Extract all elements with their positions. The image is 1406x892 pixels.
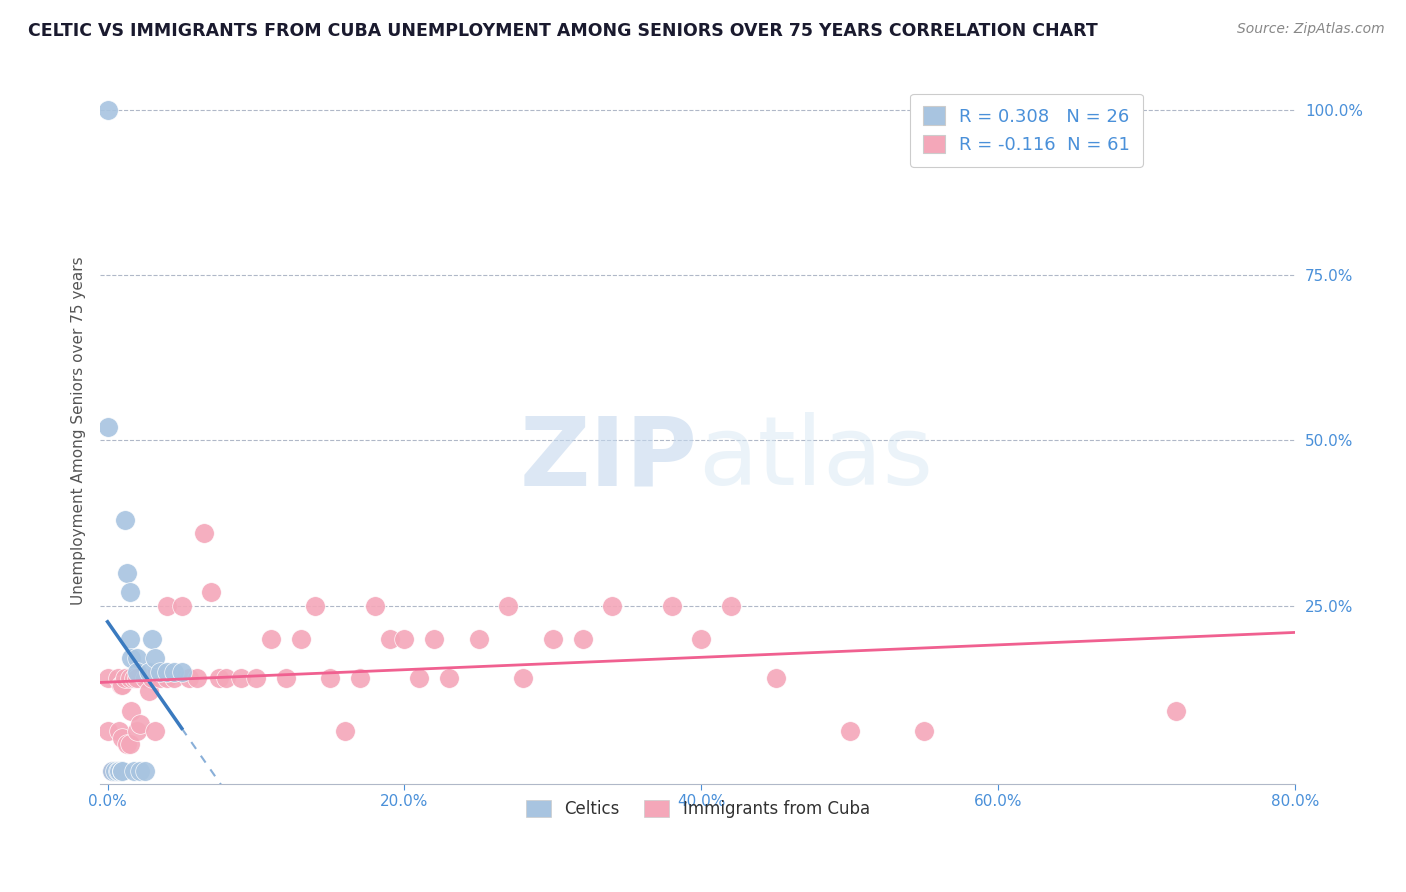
Point — [118, 585, 141, 599]
Point — [108, 723, 131, 738]
Point — [138, 665, 160, 679]
Text: atlas: atlas — [697, 412, 932, 506]
Point — [304, 599, 326, 613]
Point — [170, 665, 193, 679]
Point — [193, 525, 215, 540]
Point — [163, 665, 186, 679]
Text: ZIP: ZIP — [520, 412, 697, 506]
Point — [600, 599, 623, 613]
Point — [120, 651, 142, 665]
Point — [118, 671, 141, 685]
Point — [186, 671, 208, 685]
Point — [127, 671, 149, 685]
Point — [111, 678, 134, 692]
Point — [208, 671, 231, 685]
Point — [437, 671, 460, 685]
Point — [141, 632, 163, 646]
Point — [96, 671, 118, 685]
Point — [690, 632, 713, 646]
Point — [122, 671, 145, 685]
Point — [107, 671, 129, 685]
Point — [96, 420, 118, 434]
Point — [260, 632, 283, 646]
Point — [111, 764, 134, 778]
Point — [274, 671, 297, 685]
Point — [163, 671, 186, 685]
Point — [110, 678, 132, 692]
Point — [394, 632, 416, 646]
Point — [661, 599, 683, 613]
Point — [115, 566, 138, 580]
Point — [200, 585, 222, 599]
Y-axis label: Unemployment Among Seniors over 75 years: Unemployment Among Seniors over 75 years — [72, 256, 86, 605]
Point — [215, 671, 238, 685]
Point — [111, 764, 134, 778]
Point — [364, 599, 387, 613]
Point — [170, 599, 193, 613]
Point — [467, 632, 489, 646]
Point — [127, 665, 149, 679]
Point — [156, 671, 179, 685]
Point — [571, 632, 593, 646]
Point — [111, 731, 134, 745]
Point — [378, 632, 401, 646]
Point — [512, 671, 534, 685]
Point — [349, 671, 371, 685]
Point — [96, 103, 118, 118]
Point — [838, 723, 860, 738]
Point — [231, 671, 253, 685]
Point — [912, 723, 935, 738]
Point — [423, 632, 446, 646]
Point — [114, 671, 136, 685]
Point — [118, 737, 141, 751]
Point — [111, 764, 134, 778]
Point — [134, 764, 156, 778]
Point — [143, 723, 166, 738]
Point — [138, 684, 160, 698]
Text: Source: ZipAtlas.com: Source: ZipAtlas.com — [1237, 22, 1385, 37]
Point — [108, 764, 131, 778]
Point — [1166, 704, 1188, 718]
Point — [408, 671, 430, 685]
Point — [118, 632, 141, 646]
Point — [541, 632, 564, 646]
Point — [179, 671, 201, 685]
Point — [107, 764, 129, 778]
Point — [148, 671, 170, 685]
Point — [245, 671, 267, 685]
Point — [720, 599, 742, 613]
Point — [141, 671, 163, 685]
Point — [156, 599, 179, 613]
Point — [101, 764, 124, 778]
Point — [115, 737, 138, 751]
Point — [143, 651, 166, 665]
Point — [127, 651, 149, 665]
Point — [127, 723, 149, 738]
Point — [319, 671, 342, 685]
Point — [114, 513, 136, 527]
Point — [120, 704, 142, 718]
Point — [129, 717, 152, 731]
Point — [96, 723, 118, 738]
Point — [134, 671, 156, 685]
Legend: Celtics, Immigrants from Cuba: Celtics, Immigrants from Cuba — [519, 793, 876, 825]
Point — [129, 764, 152, 778]
Point — [290, 632, 312, 646]
Point — [104, 764, 127, 778]
Point — [498, 599, 520, 613]
Text: CELTIC VS IMMIGRANTS FROM CUBA UNEMPLOYMENT AMONG SENIORS OVER 75 YEARS CORRELAT: CELTIC VS IMMIGRANTS FROM CUBA UNEMPLOYM… — [28, 22, 1098, 40]
Point — [333, 723, 356, 738]
Point — [765, 671, 787, 685]
Point — [156, 665, 179, 679]
Point — [104, 764, 127, 778]
Point — [101, 764, 124, 778]
Point — [148, 665, 170, 679]
Point — [122, 764, 145, 778]
